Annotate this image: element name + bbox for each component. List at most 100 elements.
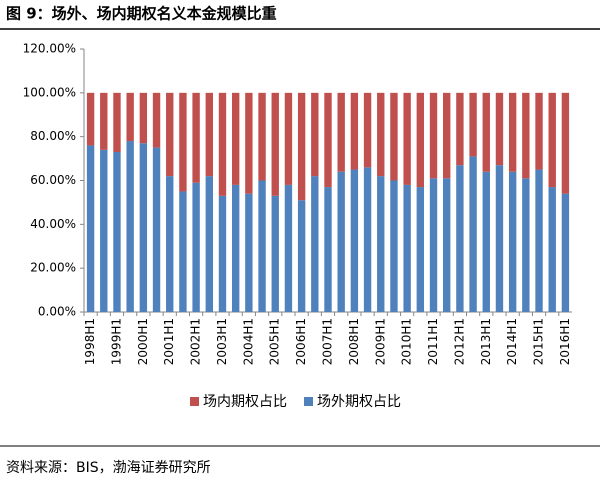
- y-tick-label: 60.00%: [30, 173, 76, 187]
- bar-segment: [469, 156, 477, 312]
- bar-segment: [231, 184, 240, 312]
- bar-segment: [126, 92, 134, 142]
- bar-segment: [429, 178, 438, 312]
- bar-segment: [100, 92, 108, 150]
- x-tick-label: 1998H1: [83, 318, 97, 365]
- bar-segment: [218, 195, 227, 312]
- bar-segment: [416, 92, 425, 188]
- bar-segment: [86, 92, 95, 146]
- bar-segment: [297, 92, 306, 201]
- bar-segment: [535, 92, 543, 170]
- bar-segment: [231, 92, 240, 185]
- x-tick-label: 2002H1: [189, 318, 203, 365]
- legend-label: 场内期权占比: [203, 394, 287, 410]
- bar-segment: [100, 149, 108, 312]
- bar-segment: [218, 92, 227, 196]
- bar-segment: [284, 184, 293, 312]
- bar-segment: [205, 92, 213, 177]
- bar-segment: [548, 92, 556, 188]
- bar-segment: [350, 169, 359, 312]
- bar-segment: [258, 180, 266, 312]
- bar-segment: [166, 92, 174, 177]
- x-tick-label: 2003H1: [215, 318, 229, 365]
- bar-segment: [139, 92, 148, 144]
- bar-segment: [508, 92, 517, 172]
- x-tick-label: 2001H1: [162, 318, 176, 365]
- bar-segment: [205, 176, 213, 312]
- bar-segment: [258, 92, 266, 181]
- legend-swatch: [190, 397, 199, 406]
- x-tick-label: 2013H1: [479, 318, 493, 365]
- bar-segment: [350, 92, 359, 170]
- x-tick-label: 2005H1: [268, 318, 282, 365]
- y-tick-label: 100.00%: [23, 85, 76, 99]
- bar-segment: [245, 92, 253, 194]
- source: 资料来源：BIS，渤海证券研究所: [6, 460, 211, 476]
- bar-segment: [284, 92, 293, 185]
- bar-segment: [495, 92, 504, 166]
- bar-segment: [324, 92, 332, 188]
- x-tick-label: 2004H1: [241, 318, 255, 365]
- bar-segment: [337, 171, 345, 312]
- x-tick-label: 2008H1: [347, 318, 361, 365]
- bar-segment: [311, 176, 319, 312]
- bar-segment: [152, 92, 161, 148]
- bar-segment: [245, 193, 253, 312]
- bar-segment: [535, 169, 543, 312]
- bar-segment: [337, 92, 345, 172]
- bar-segment: [179, 191, 187, 312]
- x-tick-label: 2016H1: [558, 318, 572, 365]
- bar-segment: [482, 171, 490, 312]
- bar-segment: [443, 92, 451, 179]
- x-tick-label: 2014H1: [505, 318, 519, 365]
- bar-segment: [495, 165, 504, 312]
- bar-segment: [126, 141, 134, 312]
- bar-segment: [363, 167, 372, 312]
- x-tick-label: 2010H1: [400, 318, 414, 365]
- x-tick-label: 2007H1: [321, 318, 335, 365]
- bar-segment: [548, 187, 556, 312]
- x-tick-label: 1999H1: [109, 318, 123, 365]
- legend-label: 场外期权占比: [317, 394, 401, 410]
- bar-segment: [522, 92, 530, 179]
- y-tick-label: 80.00%: [30, 129, 76, 143]
- bar-segment: [166, 176, 174, 312]
- bar-segment: [86, 145, 95, 312]
- x-tick-label: 2000H1: [136, 318, 150, 365]
- bar-segment: [311, 92, 319, 177]
- bar-segment: [271, 92, 279, 196]
- bar-segment: [508, 171, 517, 312]
- bar-segment: [377, 176, 385, 312]
- bar-segment: [456, 92, 464, 166]
- x-tick-label: 2009H1: [373, 318, 387, 365]
- bar-segment: [390, 180, 398, 312]
- x-tick-label: 2012H1: [452, 318, 466, 365]
- bar-segment: [456, 165, 464, 312]
- x-tick-label: 2011H1: [426, 318, 440, 365]
- x-tick-label: 2015H1: [532, 318, 546, 365]
- x-tick-label: 2006H1: [294, 318, 308, 365]
- bar-segment: [561, 193, 570, 312]
- bar-segment: [324, 187, 332, 312]
- bar-segment: [297, 200, 306, 312]
- bar-segment: [113, 152, 121, 312]
- bar-segment: [443, 178, 451, 312]
- bar-segment: [561, 92, 570, 194]
- y-tick-label: 20.00%: [30, 261, 76, 275]
- y-tick-label: 0.00%: [38, 305, 76, 319]
- bar-segment: [522, 178, 530, 312]
- bar-segment: [377, 92, 385, 177]
- bar-segment: [469, 92, 477, 157]
- bar-segment: [403, 92, 411, 185]
- bar-segment: [179, 92, 187, 192]
- bar-segment: [271, 195, 279, 312]
- chart-title: 图 9：场外、场内期权名义本金规模比重: [6, 5, 277, 23]
- bar-segment: [192, 182, 200, 312]
- legend-swatch: [304, 397, 313, 406]
- bar-segment: [429, 92, 438, 179]
- bar-segment: [113, 92, 121, 153]
- bar-segment: [192, 92, 200, 183]
- y-tick-label: 40.00%: [30, 217, 76, 231]
- y-tick-label: 120.00%: [23, 42, 76, 56]
